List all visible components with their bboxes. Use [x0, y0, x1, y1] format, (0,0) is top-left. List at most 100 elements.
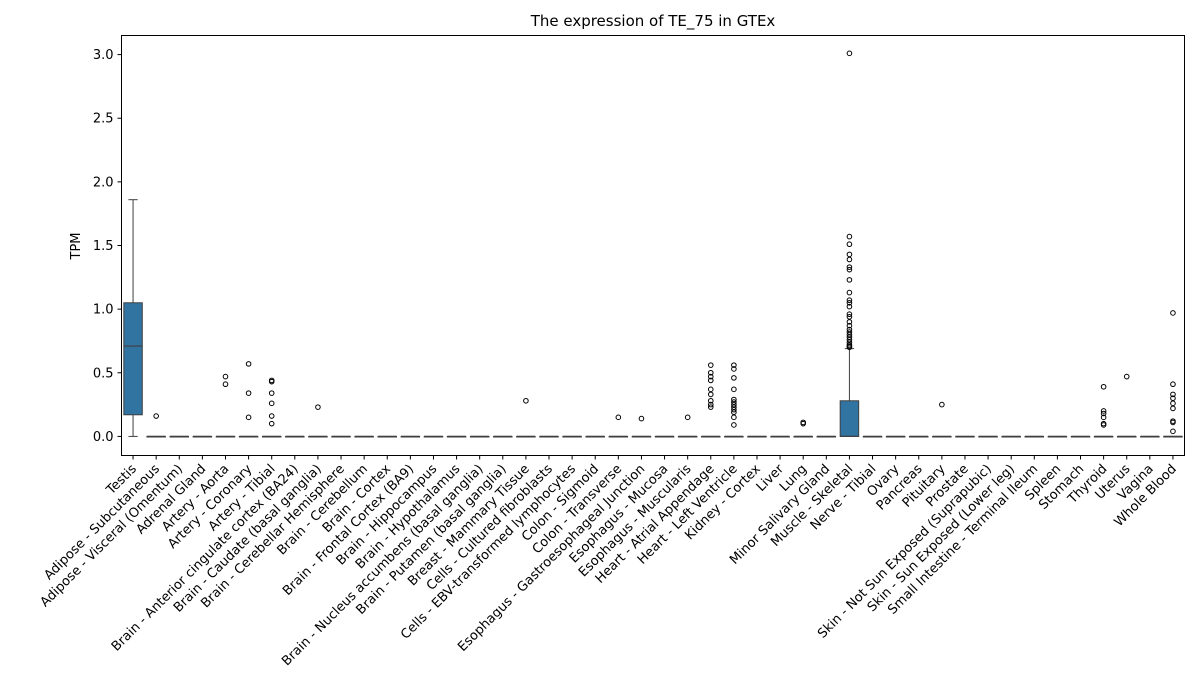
box-group: [909, 435, 929, 438]
y-tick-label: 1.0: [93, 303, 114, 318]
plot-frame: [121, 35, 1185, 456]
box-group: [1116, 373, 1137, 438]
outlier-point: [731, 414, 737, 421]
outlier-point: [1100, 383, 1107, 390]
outlier-point: [846, 264, 853, 270]
outlier-point: [846, 319, 853, 325]
box-group: [932, 401, 952, 438]
box-group: [1140, 435, 1160, 438]
outlier-point: [268, 420, 275, 427]
outlier-point: [153, 413, 159, 419]
outlier-point: [731, 422, 737, 428]
box-group: [238, 361, 259, 438]
outlier-point: [846, 297, 853, 304]
box-group: [146, 413, 166, 438]
box-group: [192, 435, 213, 438]
box-group: [793, 419, 813, 438]
plot-area: [123, 50, 1183, 438]
box-group: [885, 435, 906, 438]
outlier-point: [638, 415, 645, 422]
outlier-point: [245, 414, 252, 421]
outlier-point: [1170, 381, 1176, 388]
outlier-point: [615, 414, 622, 421]
box-group: [839, 50, 860, 438]
outlier-point: [846, 233, 853, 240]
outlier-point: [707, 373, 714, 380]
box-group: [770, 435, 790, 438]
box-group: [285, 435, 305, 438]
y-tick-label: 2.5: [93, 112, 114, 127]
box-group: [862, 435, 883, 438]
box-group: [354, 435, 374, 438]
box-group: [1093, 383, 1114, 438]
y-axis-label: TPM: [69, 233, 84, 261]
box-group: [1024, 435, 1045, 438]
outlier-point: [245, 361, 252, 367]
box-group: [724, 362, 744, 438]
outlier-point: [1100, 414, 1107, 421]
outlier-point: [846, 289, 853, 296]
outlier-point: [707, 362, 714, 368]
outlier-point: [846, 241, 853, 248]
outlier-point: [222, 373, 229, 380]
box-group: [701, 362, 721, 438]
outlier-point: [731, 362, 737, 368]
outlier-point: [1170, 391, 1176, 398]
outlier-point: [707, 397, 714, 404]
outlier-point: [846, 344, 853, 351]
outlier-point: [846, 251, 853, 258]
box-group: [469, 435, 490, 438]
box-group: [493, 435, 513, 438]
box-group: [446, 435, 467, 438]
outlier-point: [1100, 422, 1107, 428]
outlier-point: [707, 377, 714, 384]
outlier-point: [1170, 400, 1176, 407]
box-body: [123, 302, 143, 416]
outlier-point: [707, 386, 714, 393]
box-group: [261, 377, 282, 438]
y-tick-label: 2.0: [93, 175, 114, 190]
outlier-point: [846, 299, 853, 306]
box-group: [585, 435, 605, 438]
box-group: [123, 199, 143, 437]
box-group: [1001, 435, 1021, 438]
box-group: [1163, 310, 1183, 438]
outlier-point: [800, 420, 807, 427]
y-axis: 0.0 0.5 1.0 1.5 2.0 2.5 3.0: [93, 48, 122, 445]
box-group: [608, 414, 629, 438]
box-group: [677, 414, 698, 438]
box-group: [562, 435, 582, 438]
outlier-point: [731, 406, 737, 413]
chart-title: The expression of TE_75 in GTEx: [530, 12, 776, 31]
outlier-point: [846, 266, 853, 273]
outlier-point: [731, 386, 737, 393]
outlier-point: [268, 400, 275, 407]
outlier-point: [707, 369, 714, 376]
box-group: [308, 404, 328, 438]
outlier-point: [1170, 428, 1176, 435]
outlier-point: [707, 391, 714, 398]
box-group: [331, 435, 351, 438]
y-tick-label: 0.5: [93, 366, 114, 381]
box-group: [377, 435, 397, 438]
box-group: [423, 435, 444, 438]
box-group: [955, 435, 975, 438]
box-body: [839, 400, 860, 437]
box-group: [1047, 435, 1068, 438]
outlier-point: [1123, 373, 1130, 380]
y-tick-label: 0.0: [93, 430, 114, 445]
outlier-point: [222, 381, 229, 388]
outlier-point: [707, 404, 714, 410]
outlier-point: [846, 256, 853, 263]
box-group: [215, 373, 236, 438]
outlier-point: [731, 375, 737, 381]
y-tick-label: 1.5: [93, 239, 114, 254]
outlier-point: [523, 397, 529, 404]
outlier-point: [245, 390, 252, 396]
outlier-point: [268, 390, 275, 396]
outlier-point: [315, 404, 321, 410]
box-group: [654, 435, 675, 438]
box-group: [1070, 435, 1091, 438]
outlier-point: [846, 322, 853, 329]
box-group: [631, 415, 652, 438]
